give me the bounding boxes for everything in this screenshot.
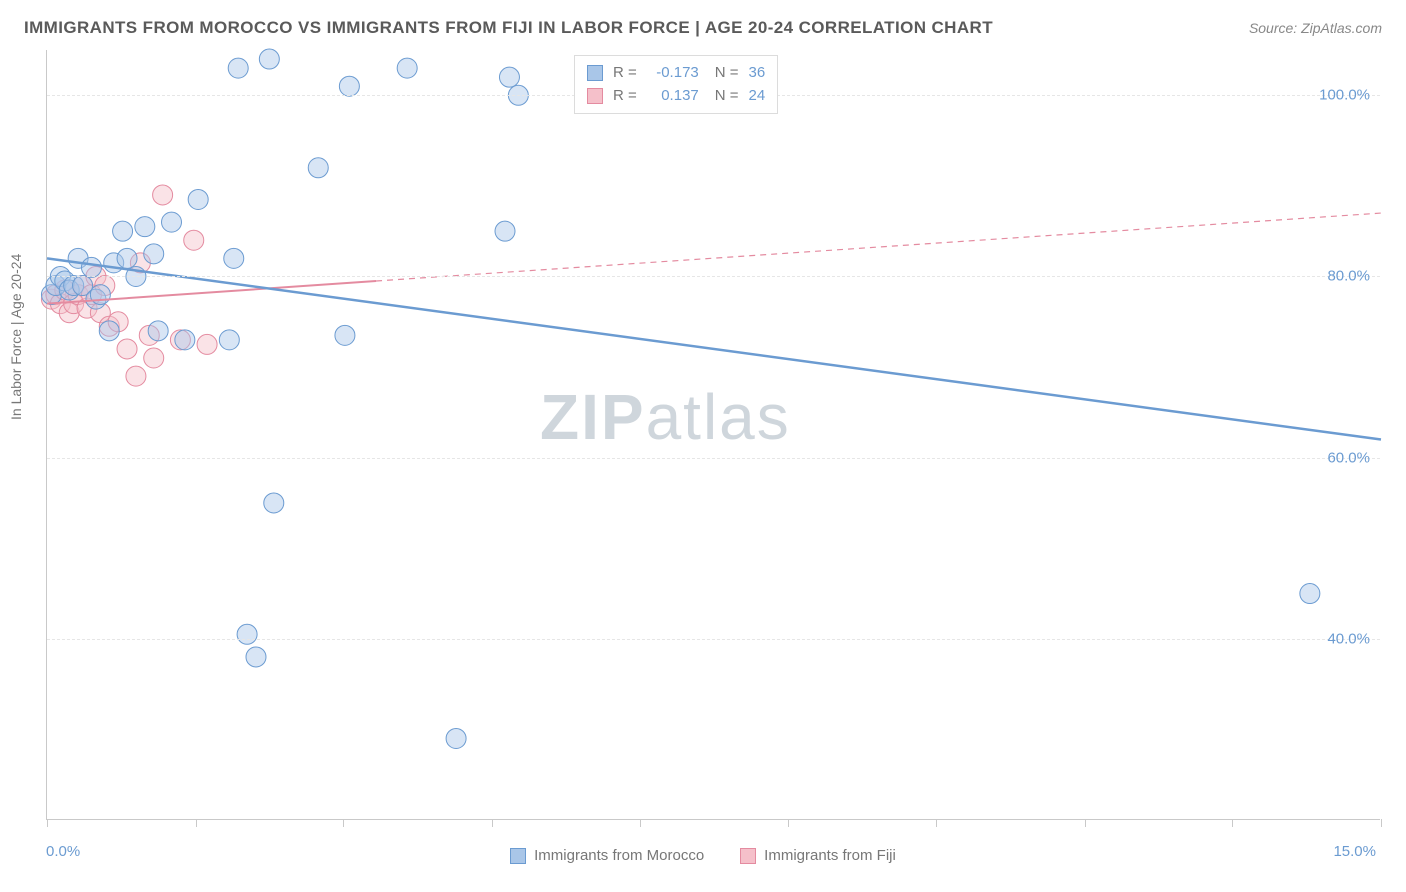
y-tick-label: 40.0% xyxy=(1327,630,1370,647)
n-value-morocco: 36 xyxy=(749,62,766,85)
y-tick-label: 80.0% xyxy=(1327,268,1370,285)
swatch-fiji-bottom xyxy=(740,848,756,864)
source-credit: Source: ZipAtlas.com xyxy=(1249,20,1382,36)
r-label: R = xyxy=(613,62,637,85)
y-axis-label: In Labor Force | Age 20-24 xyxy=(8,254,24,420)
swatch-morocco xyxy=(587,65,603,81)
legend-label-fiji: Immigrants from Fiji xyxy=(764,847,896,864)
r-value-morocco: -0.173 xyxy=(647,62,699,85)
r-value-fiji: 0.137 xyxy=(647,85,699,108)
legend-row-fiji: R = 0.137 N = 24 xyxy=(587,85,765,108)
n-value-fiji: 24 xyxy=(749,85,766,108)
y-tick-label: 100.0% xyxy=(1319,87,1370,104)
swatch-fiji xyxy=(587,88,603,104)
r-label: R = xyxy=(613,85,637,108)
series-legend: Immigrants from Morocco Immigrants from … xyxy=(0,847,1406,864)
title-bar: IMMIGRANTS FROM MOROCCO VS IMMIGRANTS FR… xyxy=(24,18,1382,38)
legend-item-fiji: Immigrants from Fiji xyxy=(740,847,896,864)
legend-item-morocco: Immigrants from Morocco xyxy=(510,847,704,864)
n-label: N = xyxy=(715,85,739,108)
y-tick-label: 60.0% xyxy=(1327,449,1370,466)
swatch-morocco-bottom xyxy=(510,848,526,864)
legend-label-morocco: Immigrants from Morocco xyxy=(534,847,704,864)
chart-title: IMMIGRANTS FROM MOROCCO VS IMMIGRANTS FR… xyxy=(24,18,993,38)
n-label: N = xyxy=(715,62,739,85)
correlation-legend: R = -0.173 N = 36 R = 0.137 N = 24 xyxy=(574,55,778,114)
scatter-plot-svg xyxy=(47,50,1380,819)
chart-plot-area: 40.0% 60.0% 80.0% 100.0% xyxy=(46,50,1380,820)
legend-row-morocco: R = -0.173 N = 36 xyxy=(587,62,765,85)
